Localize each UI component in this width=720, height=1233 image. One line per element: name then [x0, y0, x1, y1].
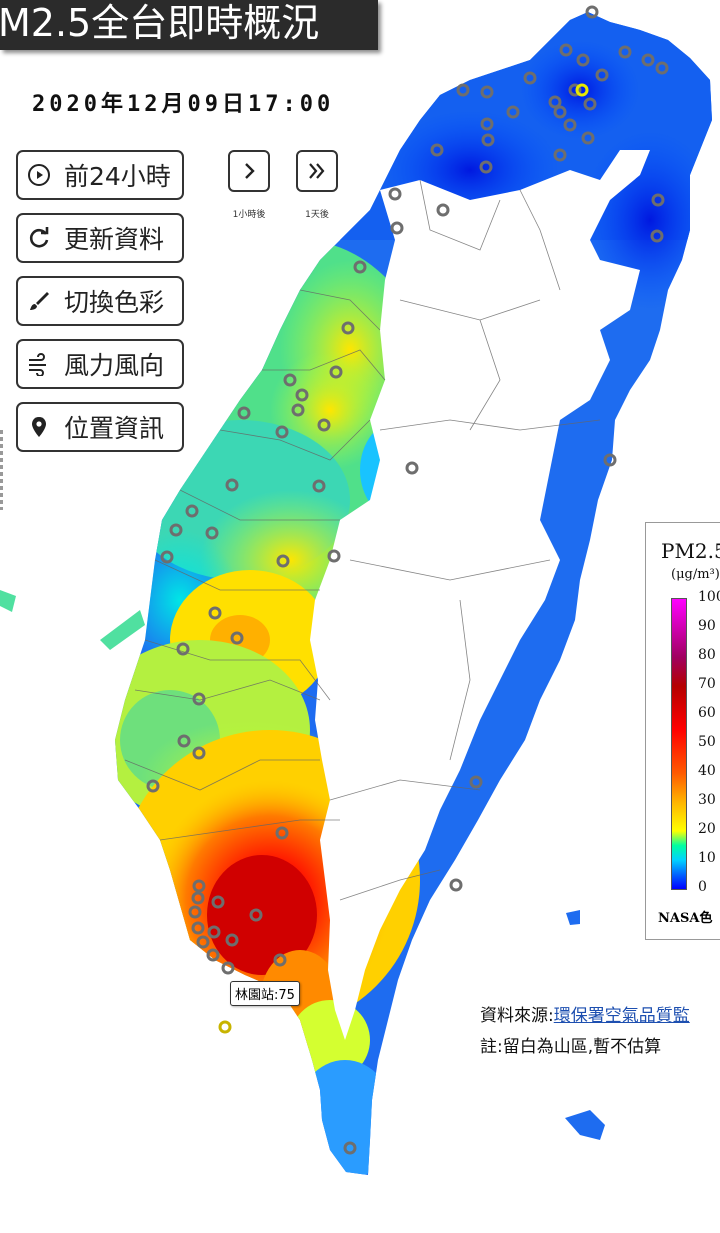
location-pin-icon [26, 414, 52, 440]
legend-tick: 30 [698, 792, 716, 808]
station-offshore[interactable] [218, 1020, 232, 1034]
location-button[interactable]: 位置資訊 [16, 402, 184, 452]
timestamp: 2020年12月09日17:00 [32, 92, 335, 117]
station-popup[interactable]: 林園站:75 [230, 981, 300, 1006]
switch-color-button[interactable]: 切換色彩 [16, 276, 184, 326]
next-day-caption: 1天後 [305, 210, 329, 220]
left-edge-handle[interactable] [0, 430, 3, 510]
prev-24h-label: 前24小時 [64, 162, 171, 191]
refresh-label: 更新資料 [64, 225, 165, 254]
page-title: M2.5全台即時概況 [0, 1, 320, 45]
penghu-fragment [0, 590, 16, 612]
county-boundaries [124, 179, 601, 901]
legend-tick: 10 [698, 850, 716, 866]
next-hour-button[interactable] [228, 150, 270, 192]
refresh-button[interactable]: 更新資料 [16, 213, 184, 263]
chevron-right-icon [245, 163, 255, 179]
legend-tick: 50 [698, 734, 716, 750]
legend-unit: (μg/m³) [671, 567, 720, 582]
legend-tick: 40 [698, 763, 716, 779]
monitoring-stations[interactable] [146, 5, 669, 1155]
legend-title: PM2.5 [661, 539, 720, 563]
wind-label: 風力風向 [64, 351, 165, 380]
prev-24h-button[interactable]: 前24小時 [16, 150, 184, 200]
next-day-button[interactable] [296, 150, 338, 192]
title-bar: M2.5全台即時概況 [0, 0, 378, 50]
switch-color-label: 切換色彩 [64, 288, 165, 317]
paint-brush-icon [26, 288, 52, 314]
legend-tick: 90 [698, 618, 716, 634]
islet [566, 910, 580, 925]
mountain-note: 註:留白為山區,暫不估算 [480, 1037, 662, 1057]
mountain-unestimated-area [310, 150, 650, 1040]
pm25-legend: PM2.5 (μg/m³) 100 90 80 70 60 50 40 30 2… [645, 522, 720, 940]
legend-tick: 0 [698, 879, 707, 895]
location-label: 位置資訊 [64, 414, 165, 443]
data-source-link[interactable]: 環保署空氣品質監 [553, 1006, 690, 1026]
green-island [565, 1110, 605, 1140]
data-source: 資料來源:環保署空氣品質監 [480, 1001, 690, 1026]
legend-tick: 80 [698, 647, 716, 663]
legend-tick: 60 [698, 705, 716, 721]
wind-button[interactable]: 風力風向 [16, 339, 184, 389]
legend-colorbar [671, 598, 687, 890]
legend-tick: 100 [698, 589, 720, 605]
play-circle-icon [26, 162, 52, 188]
legend-tick: 70 [698, 676, 716, 692]
data-source-prefix: 資料來源: [480, 1006, 554, 1026]
next-hour-caption: 1小時後 [232, 210, 266, 220]
wind-icon [26, 351, 52, 377]
penghu-islands [100, 610, 145, 650]
station-highlight[interactable] [575, 83, 589, 97]
legend-tick: 20 [698, 821, 716, 837]
refresh-icon [26, 225, 52, 251]
legend-footer: NASA色 [658, 911, 713, 926]
double-chevron-right-icon [309, 163, 325, 179]
